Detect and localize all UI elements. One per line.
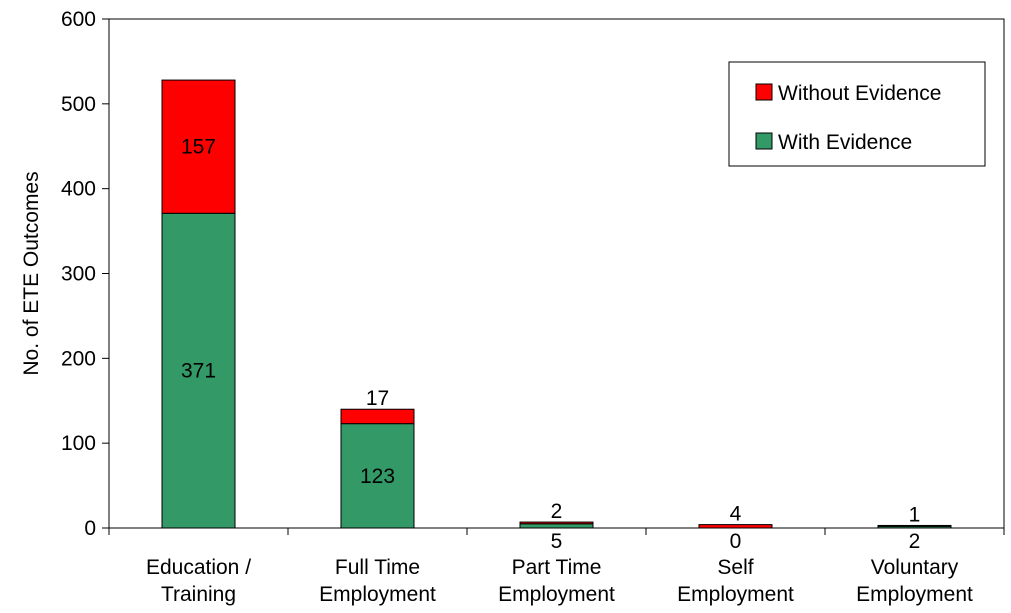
data-labels: 157 371 17 123 2 5 4 0 1 2 [181, 136, 920, 553]
bar-without-evidence [340, 408, 415, 425]
category-label: Education / [146, 556, 251, 579]
y-tick-label: 400 [61, 178, 96, 201]
data-label-without-evidence: 1 [909, 503, 921, 526]
category-labels: Education / Training Full Time Employment Pa… [146, 556, 973, 606]
category-label: Voluntary [871, 556, 959, 579]
y-tick-label: 300 [61, 263, 96, 286]
data-label-with-evidence: 5 [551, 530, 563, 553]
bars [161, 79, 952, 529]
data-label-without-evidence: 157 [181, 136, 216, 159]
y-tick-label: 0 [84, 517, 96, 540]
bar-with-evidence [340, 423, 415, 529]
y-axis-title: No. of ETE Outcomes [20, 171, 43, 375]
data-label-without-evidence: 4 [730, 503, 742, 526]
bar-without-evidence [519, 521, 594, 525]
x-axis [108, 528, 1005, 535]
bar-without-evidence [877, 524, 952, 527]
y-tick-label: 200 [61, 347, 96, 370]
category-label: Training [161, 583, 236, 606]
category-label: Self [717, 556, 753, 579]
category-label: Employment [677, 583, 794, 606]
data-label-without-evidence: 17 [366, 387, 389, 410]
category-label: Employment [498, 583, 615, 606]
bar-with-evidence [519, 523, 594, 529]
data-label-without-evidence: 2 [551, 500, 563, 523]
category-label: Employment [319, 583, 436, 606]
y-axis: 0 100 200 300 400 500 600 [61, 8, 109, 540]
y-tick-label: 100 [61, 432, 96, 455]
category-label: Employment [856, 583, 973, 606]
data-label-with-evidence: 0 [730, 530, 742, 553]
legend-label: Without Evidence [778, 82, 941, 105]
category-label: Part Time [512, 556, 602, 579]
legend-label: With Evidence [778, 131, 912, 154]
legend: Without Evidence With Evidence [728, 61, 986, 167]
legend-swatch [755, 132, 773, 150]
data-label-with-evidence: 371 [181, 360, 216, 383]
y-tick-label: 600 [61, 8, 96, 31]
category-label: Full Time [335, 556, 420, 579]
legend-swatch [755, 83, 773, 101]
y-tick-label: 500 [61, 93, 96, 116]
bar-with-evidence [161, 212, 236, 529]
data-label-with-evidence: 2 [909, 530, 921, 553]
bar-without-evidence [161, 79, 236, 214]
data-label-with-evidence: 123 [360, 465, 395, 488]
bar-without-evidence [698, 524, 773, 529]
